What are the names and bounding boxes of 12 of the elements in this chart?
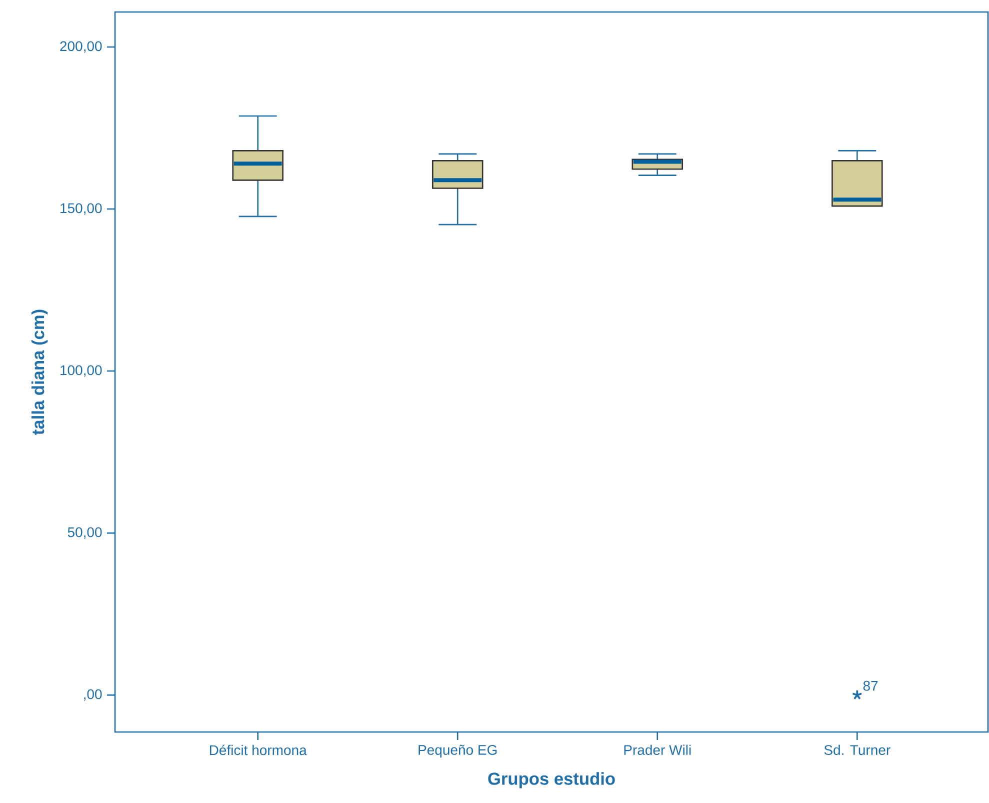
y-tick-label: ,00 bbox=[84, 689, 102, 701]
y-tick-label: 50,00 bbox=[68, 527, 102, 539]
y-tick-label: 100,00 bbox=[60, 365, 102, 377]
y-axis-title: talla diana (cm) bbox=[31, 310, 48, 435]
x-tick-label: Prader Wili bbox=[624, 744, 691, 755]
annotation: 87 bbox=[863, 680, 878, 691]
x-axis-title: Grupos estudio bbox=[488, 772, 615, 788]
x-tick-label: Pequeño EG bbox=[418, 744, 497, 758]
x-tick-label: Sd. Turner bbox=[824, 744, 890, 755]
y-tick-label: 200,00 bbox=[60, 41, 102, 53]
y-tick-label: 150,00 bbox=[60, 203, 102, 215]
x-tick-label: Déficit hormona bbox=[210, 744, 307, 756]
